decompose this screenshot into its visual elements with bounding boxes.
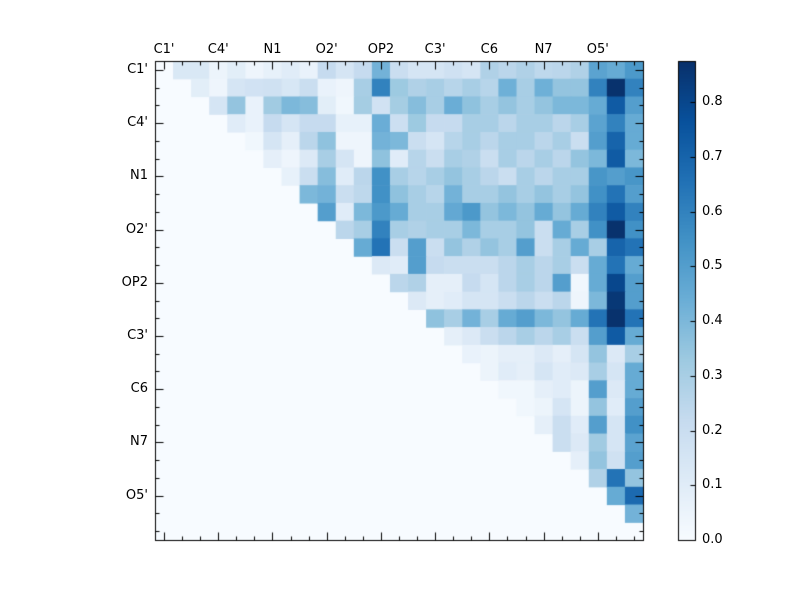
heatmap-canvas: [0, 0, 800, 600]
heatmap-figure: C1' C4' N1 O2' OP2 C3' C6 N7 O5' C1' C4' N1 O2' OP2 C…: [0, 0, 800, 600]
